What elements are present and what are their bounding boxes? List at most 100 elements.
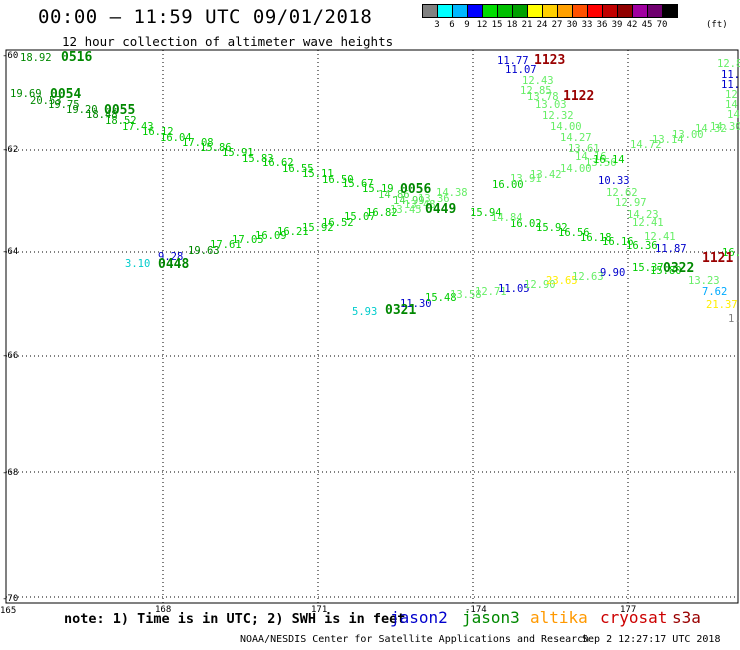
swh-value: 14.00 [550,121,582,133]
swh-value: 15.48 [425,292,457,304]
colorbar-label: 15 [491,20,503,30]
colorbar-label: 70 [656,20,668,30]
swh-value: 15.91 [222,147,254,159]
swh-value: 11.05 [498,283,530,295]
swh-value: 16.09 [255,230,287,242]
swh-value: 14.72 [630,139,662,151]
swh-value: 15.37 [632,262,664,274]
swh-value: 16.52 [322,217,354,229]
swh-value: 16.16 [602,236,634,248]
swh-value: 12.62 [606,187,638,199]
swh-value: 12.97 [615,197,647,209]
swh-value: 13.78 [527,91,559,103]
swh-value: 16.18 [580,232,612,244]
swh-value: 17.43 [122,121,154,133]
swh-value: 14.84 [491,212,523,224]
swh-value: 13.48 [404,199,436,211]
swh-value: 12.32 [542,110,574,122]
swh-value: 15.67 [342,178,374,190]
swh-value: 13.14 [652,134,684,146]
swh-value: 17.05 [232,234,264,246]
pass-time-label: 0448 [158,257,189,272]
swh-value: 12.71 [475,286,507,298]
swh-value: 12.41 [632,217,664,229]
colorbar-label: 33 [581,20,593,30]
swh-value: 14.27 [560,132,592,144]
swh-value: 16.04 [160,132,192,144]
swh-value: 16.55 [282,163,314,175]
swh-value: 20.53 [30,95,62,107]
swh-value: 13.91 [510,173,542,185]
swh-value: 13.45 [390,204,422,216]
swh-value: 14.32 [695,123,727,135]
swh-value: 16.62 [262,157,294,169]
colorbar-label: 36 [596,20,608,30]
swh-value: 12. [725,89,740,101]
swh-value: 16.00 [492,179,524,191]
swh-value: 18.92 [20,52,52,64]
swh-value: 13.58 [450,289,482,301]
swh-value: 7.62 [702,286,727,298]
swh-value: 14 [725,99,738,111]
swh-value: 11.30 [400,298,432,310]
swh-value: 16.36 [626,240,658,252]
swh-value: 11. [721,79,740,91]
swh-value: 3.10 [125,258,150,270]
swh-value: 10.33 [598,175,630,187]
pass-time-label: 0054 [50,87,81,102]
swh-value: 11.9 [721,69,740,81]
swh-value: 15.19 [362,183,394,195]
swh-value: 15.92 [536,222,568,234]
colorbar-unit: (ft) [706,20,728,30]
swh-value: 13.42 [530,169,562,181]
lon-tick-label: 168 [155,605,171,615]
lon-tick-label: 177 [620,605,636,615]
lat-tick-label: -60 [2,51,18,61]
map-frame [5,49,739,604]
swh-value: 18.52 [105,115,137,127]
colorbar-label: 9 [464,20,470,30]
legend-s3a: s3a [672,608,701,627]
swh-value: 11.77 [497,55,529,67]
swh-value: 13.23 [688,275,720,287]
lat-tick-label: -68 [2,468,18,478]
swh-value: 14.30 [710,121,740,133]
swh-value: 16.50 [322,174,354,186]
pass-time-label: 0055 [104,103,135,118]
swh-value: 15.83 [242,153,274,165]
swh-value: 16.7 [722,247,740,259]
swh-value: 19.69 [10,88,42,100]
lon-tick-label: 165 [0,606,16,616]
swh-value: 21.37 [706,299,738,311]
colorbar-label: 18 [506,20,518,30]
colorbar-cell [662,4,678,18]
swh-value: 16.02 [510,218,542,230]
swh-value: 13.56 [585,157,617,169]
swh-value: 13.36 [418,193,450,205]
swh-value: 18.48 [86,109,118,121]
swh-value: 9.28 [158,251,183,263]
swh-value: 15.07 [344,211,376,223]
legend-jason3: jason3 [462,608,520,627]
swh-value: 15.92 [302,222,334,234]
swh-value: 14.86 [378,189,410,201]
swh-value: 12.90 [524,279,556,291]
swh-value: 16.21 [277,226,309,238]
colorbar-label: 42 [626,20,638,30]
swh-value: 14.38 [436,187,468,199]
swh-value: 5.93 [352,306,377,318]
note-text: note: 1) Time is in UTC; 2) SWH is in fe… [64,611,406,627]
lon-tick-label: 171 [311,605,327,615]
pass-time-label: 0056 [400,182,431,197]
swh-value: 19.63 [188,245,220,257]
swh-value: 16.56 [558,227,590,239]
lat-tick-label: -62 [2,145,18,155]
lat-tick-label: -70 [2,594,18,604]
swh-value: 15.94 [470,207,502,219]
map-title: 00:00 – 11:59 UTC 09/01/2018 [38,6,373,28]
swh-value: 13.00 [672,129,704,141]
swh-value: 17.08 [182,137,214,149]
swh-value: 17.61 [210,239,242,251]
